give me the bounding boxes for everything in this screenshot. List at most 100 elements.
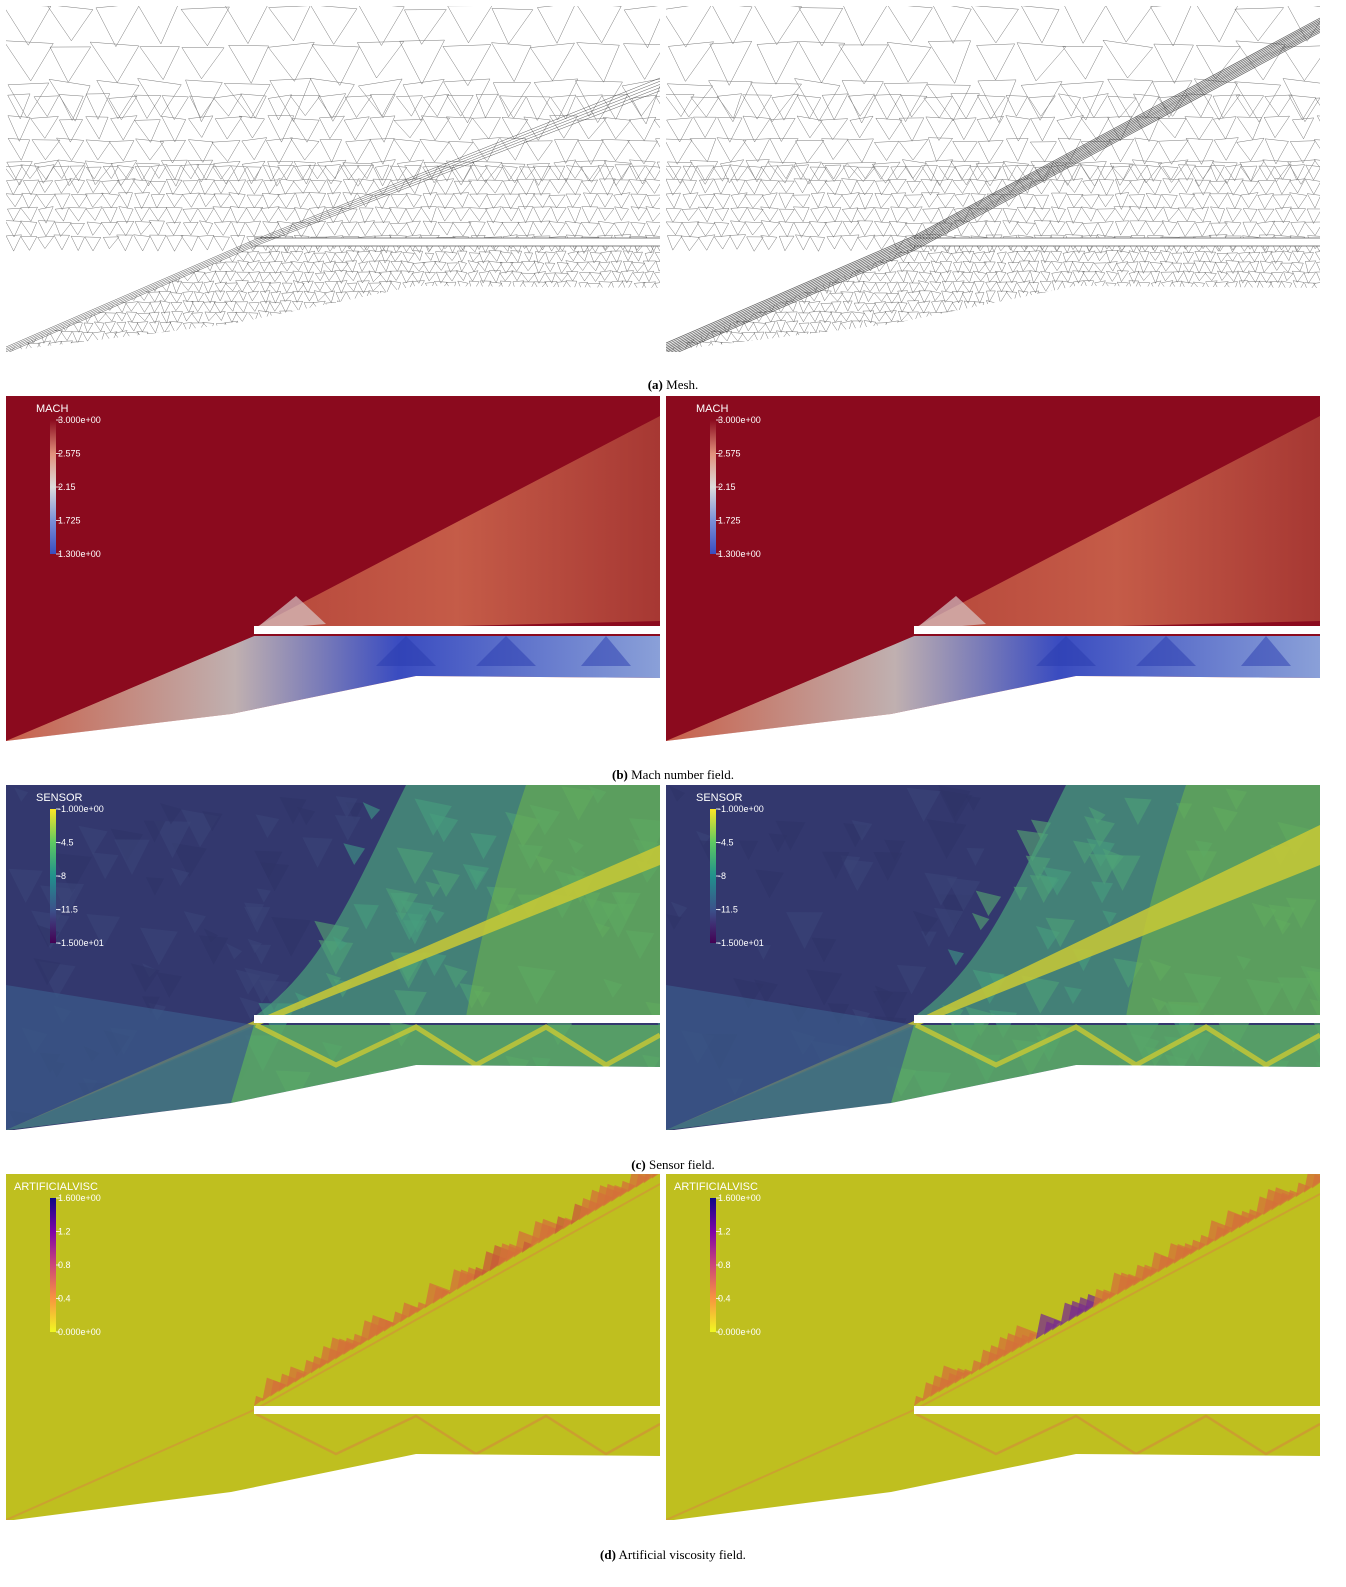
colorbar-tick-label: 1.2 xyxy=(58,1227,71,1237)
visc-reflections xyxy=(915,1412,1320,1456)
colorbar-title: ARTIFICIALVISC xyxy=(14,1181,98,1193)
colorbar-tick-label: -1.500e+01 xyxy=(718,938,764,948)
colorbar-title: ARTIFICIALVISC xyxy=(674,1181,758,1193)
colorbar-tick-label: -4.5 xyxy=(718,838,734,848)
domain-wall-lower xyxy=(666,676,1320,741)
mach-reflections xyxy=(376,636,631,666)
caption-b: (b) Mach number field. xyxy=(0,767,1346,783)
domain-wall-lower xyxy=(14,1065,660,1130)
colorbar-tick-label: 0.000e+00 xyxy=(718,1327,761,1337)
colorbar-gradient xyxy=(710,420,716,554)
colorbar-title: MACH xyxy=(696,403,728,415)
mach-expansion xyxy=(254,596,326,630)
mesh-left-panel xyxy=(6,6,660,352)
caption-c: (c) Sensor field. xyxy=(0,1157,1346,1173)
mesh-right-plot xyxy=(666,6,1320,352)
caption-c-text: Sensor field. xyxy=(648,1157,715,1172)
mesh-lines xyxy=(6,6,660,252)
visc-shock-triangles xyxy=(914,1174,1320,1406)
colorbar-tick-label: 1.600e+00 xyxy=(718,1193,761,1203)
sensor-left-panel: SENSOR -1.000e+00 -4.5 -8 -11.5 -1.500e+01 xyxy=(6,785,660,1130)
mesh-shock-refinement xyxy=(666,17,1320,352)
splitter-plate xyxy=(914,1406,1320,1414)
colorbar-tick-label: 2.15 xyxy=(58,482,76,492)
sensor-lower-left xyxy=(6,985,254,1130)
domain-wall-lower xyxy=(6,286,660,352)
caption-a-label: (a) xyxy=(647,377,663,392)
sensor-reflections xyxy=(254,1022,660,1068)
splitter-plate xyxy=(914,238,1320,246)
sensor-reflections xyxy=(914,1022,1320,1068)
mach-shock-layer xyxy=(914,416,1320,631)
colorbar-tick-label: 1.725 xyxy=(58,516,81,526)
sensor-right-panel: SENSOR -1.000e+00 -4.5 -8 -11.5 -1.500e+01 xyxy=(666,785,1320,1130)
colorbar-tick-label: 1.725 xyxy=(718,516,741,526)
colorbar-tick-label: 1.300e+00 xyxy=(718,549,761,559)
visc-right-panel: ARTIFICIALVISC 1.600e+00 1.2 0.8 0.4 0.000e+0… xyxy=(666,1174,1320,1520)
colorbar-tick-label: 1.600e+00 xyxy=(58,1193,101,1203)
mach-left-panel: MACH 3.000e+00 2.575 2.15 1.725 1.300e+00 xyxy=(6,396,660,741)
caption-c-label: (c) xyxy=(631,1157,646,1172)
colorbar-tick-label: -11.5 xyxy=(58,905,78,915)
visc-left-panel: ARTIFICIALVISC 1.600e+00 1.2 0.8 0.4 0.000e+0… xyxy=(6,1174,660,1520)
caption-b-label: (b) xyxy=(611,767,628,782)
colorbar-tick-label: -1.000e+00 xyxy=(718,804,764,814)
domain-wall-lower xyxy=(674,1065,1320,1130)
sensor-left-plot: SENSOR-1.000e+00 -4.5 -8 -11.5 -1.500e+01 xyxy=(6,785,660,1130)
domain-wall-lower xyxy=(666,286,1320,352)
splitter-plate xyxy=(254,1015,660,1023)
domain-wall-lower xyxy=(13,1454,660,1520)
sensor-lower-left xyxy=(666,985,914,1130)
colorbar-tick-label: -1.500e+01 xyxy=(58,938,104,948)
colorbar-tick-label: 0.4 xyxy=(718,1294,731,1304)
visc-reflections xyxy=(255,1412,660,1456)
colorbar-gradient xyxy=(710,1198,716,1332)
mesh-lines xyxy=(666,6,1320,253)
mach-shock-layer xyxy=(254,416,660,631)
caption-a: (a) Mesh. xyxy=(0,377,1346,393)
colorbar-tick-label: 2.15 xyxy=(718,482,736,492)
colorbar-gradient xyxy=(50,809,56,943)
caption-a-text: Mesh. xyxy=(666,377,699,392)
splitter-plate xyxy=(914,626,1320,634)
splitter-plate xyxy=(254,626,660,634)
colorbar-tick-label: -8 xyxy=(58,871,66,881)
colorbar-tick-label: 2.575 xyxy=(718,449,741,459)
splitter-plate xyxy=(254,1406,660,1414)
colorbar-tick-label: 3.000e+00 xyxy=(718,415,761,425)
mesh-left-plot xyxy=(6,6,660,352)
mesh-right-panel xyxy=(666,6,1320,352)
colorbar-title: MACH xyxy=(36,403,68,415)
mach-reflections xyxy=(1036,636,1291,666)
colorbar-tick-label: 1.2 xyxy=(718,1227,731,1237)
caption-d: (d) Artificial viscosity field. xyxy=(0,1547,1346,1563)
domain-wall-lower xyxy=(673,1454,1320,1520)
mach-expansion xyxy=(914,596,986,630)
colorbar-title: SENSOR xyxy=(696,792,743,804)
splitter-plate xyxy=(914,1015,1320,1023)
caption-b-text: Mach number field. xyxy=(631,767,735,782)
colorbar-gradient xyxy=(50,1198,56,1332)
colorbar-tick-label: 0.8 xyxy=(718,1260,731,1270)
colorbar-tick-label: 1.300e+00 xyxy=(58,549,101,559)
mach-right-panel: MACH 3.000e+00 2.575 2.15 1.725 1.300e+00 xyxy=(666,396,1320,741)
colorbar-title: SENSOR xyxy=(36,792,83,804)
colorbar-tick-label: -1.000e+00 xyxy=(58,804,104,814)
colorbar-tick-label: 3.000e+00 xyxy=(58,415,101,425)
caption-d-text: Artificial viscosity field. xyxy=(618,1547,746,1562)
colorbar-gradient xyxy=(710,809,716,943)
colorbar-tick-label: 2.575 xyxy=(58,449,81,459)
colorbar-tick-label: 0.8 xyxy=(58,1260,71,1270)
domain-wall-lower xyxy=(6,676,660,741)
colorbar-tick-label: 0.000e+00 xyxy=(58,1327,101,1337)
visc-shock-triangles xyxy=(254,1174,659,1406)
caption-d-label: (d) xyxy=(600,1547,616,1562)
colorbar-tick-label: -8 xyxy=(718,871,726,881)
colorbar-gradient xyxy=(50,420,56,554)
colorbar-tick-label: -11.5 xyxy=(718,905,738,915)
splitter-plate xyxy=(254,238,660,246)
